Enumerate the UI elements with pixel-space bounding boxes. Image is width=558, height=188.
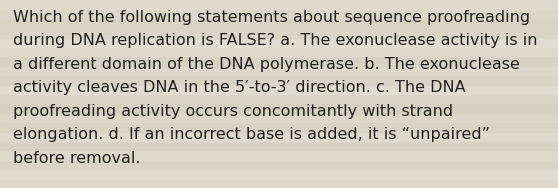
- Bar: [0, 85, 558, 94]
- Bar: [0, 66, 558, 75]
- Bar: [0, 150, 558, 160]
- Bar: [0, 9, 558, 19]
- Bar: [0, 47, 558, 56]
- Bar: [0, 141, 558, 150]
- Text: activity cleaves DNA in the 5′-to-3′ direction. c. The DNA: activity cleaves DNA in the 5′-to-3′ dir…: [13, 80, 465, 96]
- Bar: [0, 103, 558, 113]
- Text: during DNA replication is FALSE? a. The exonuclease activity is in: during DNA replication is FALSE? a. The …: [13, 33, 537, 49]
- Bar: [0, 28, 558, 38]
- Text: Which of the following statements about sequence proofreading: Which of the following statements about …: [13, 10, 530, 25]
- Bar: [0, 169, 558, 179]
- Bar: [0, 132, 558, 141]
- Bar: [0, 38, 558, 47]
- Bar: [0, 94, 558, 103]
- Bar: [0, 56, 558, 66]
- Bar: [0, 179, 558, 188]
- Bar: [0, 75, 558, 85]
- Bar: [0, 19, 558, 28]
- Text: before removal.: before removal.: [13, 151, 141, 166]
- Bar: [0, 160, 558, 169]
- Bar: [0, 122, 558, 132]
- Text: a different domain of the DNA polymerase. b. The exonuclease: a different domain of the DNA polymerase…: [13, 57, 520, 72]
- Bar: [0, 113, 558, 122]
- Bar: [0, 0, 558, 9]
- Text: elongation. d. If an incorrect base is added, it is “unpaired”: elongation. d. If an incorrect base is a…: [13, 127, 490, 143]
- Text: proofreading activity occurs concomitantly with strand: proofreading activity occurs concomitant…: [13, 104, 453, 119]
